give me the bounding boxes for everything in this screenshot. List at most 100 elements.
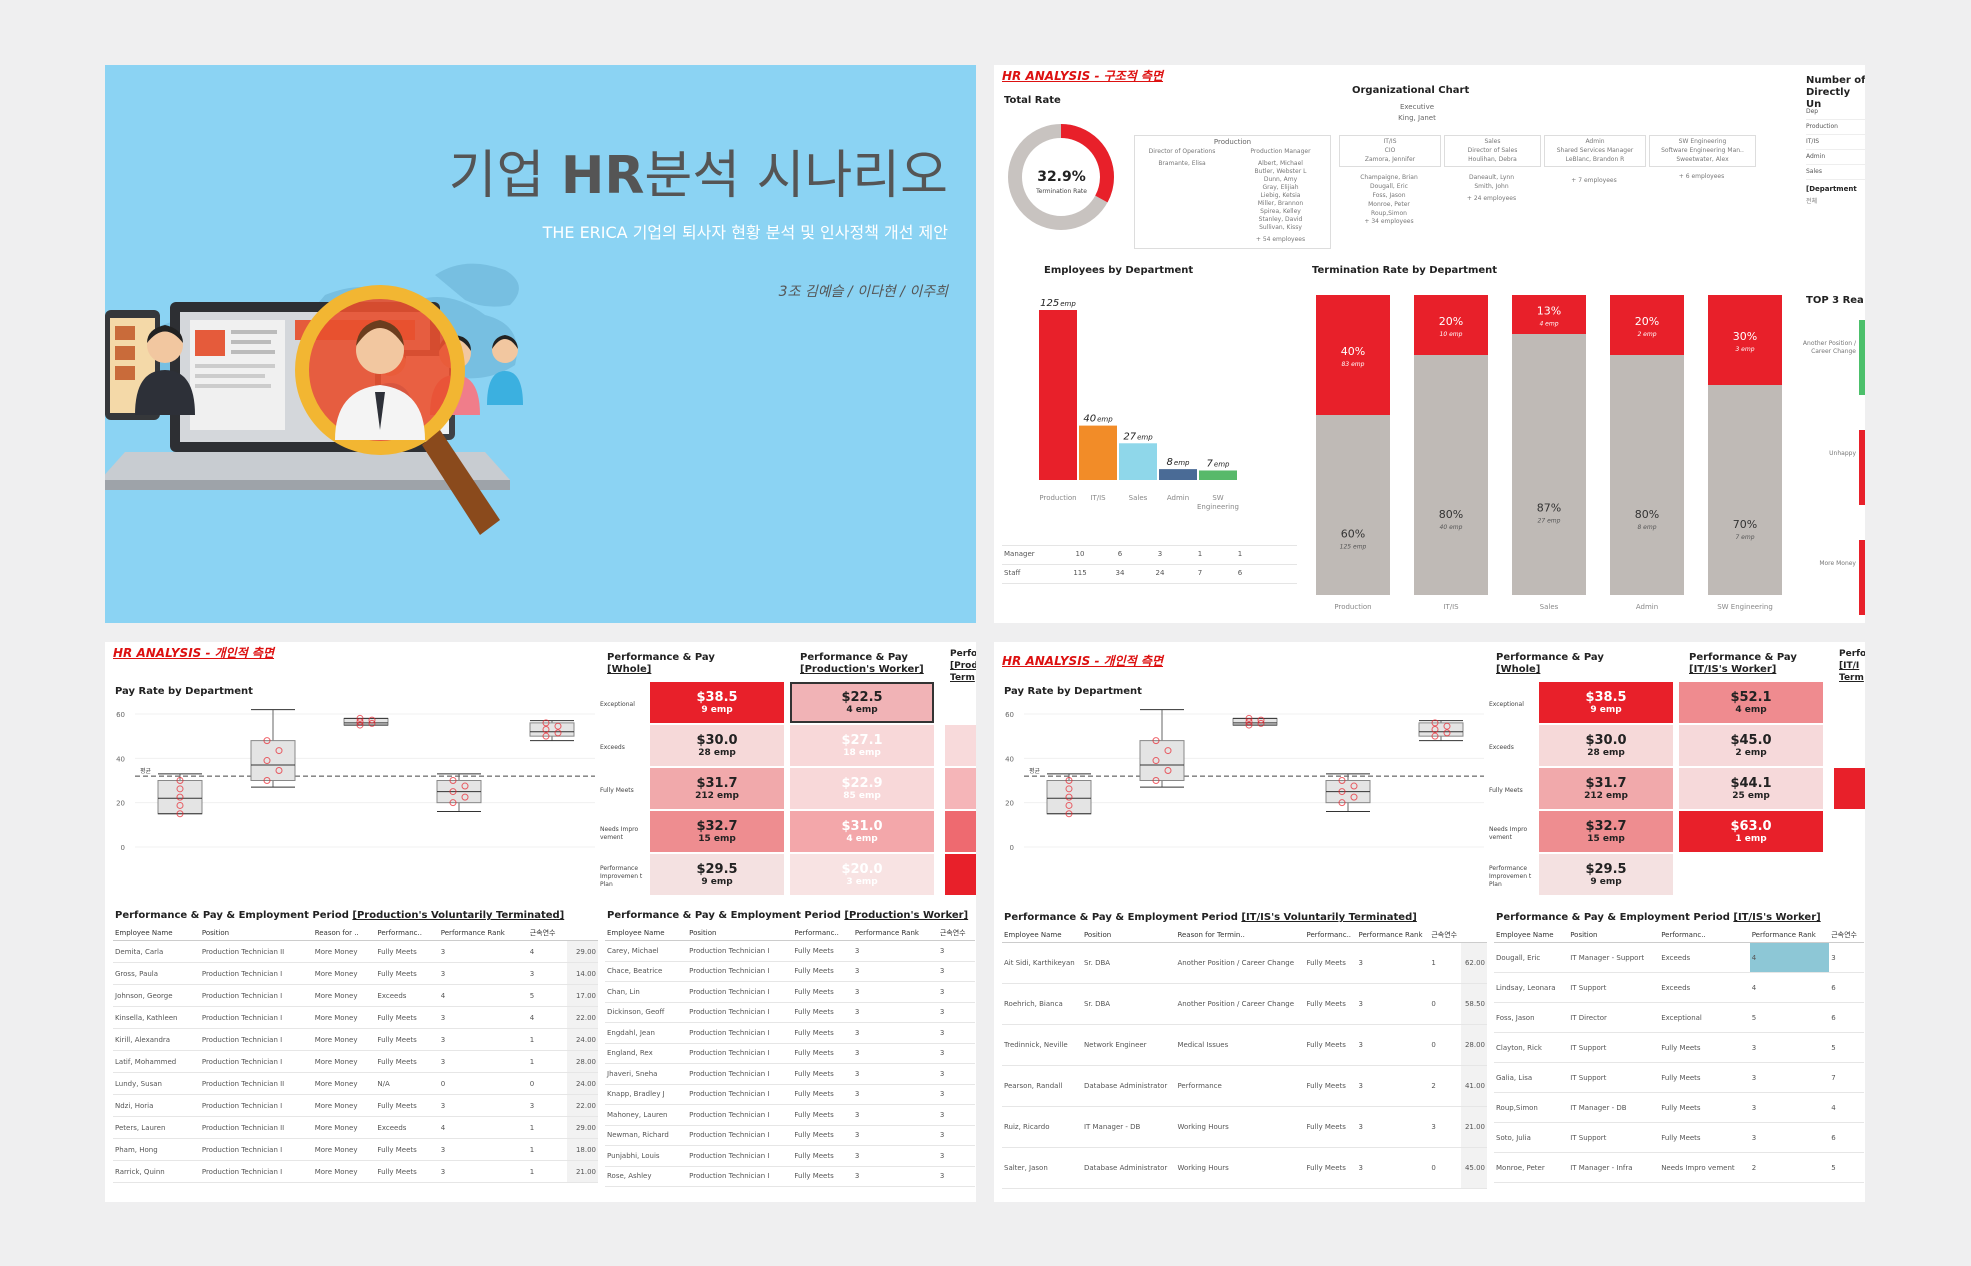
- table-header-cell[interactable]: Position: [199, 926, 313, 941]
- table-row[interactable]: Soto, Julia IT Support Fully Meets 3 6: [1494, 1122, 1864, 1153]
- org-admin-more[interactable]: + 7 employees: [1571, 177, 1617, 184]
- org-sw-box[interactable]: SW Engineering Software Engineering Man.…: [1649, 135, 1756, 167]
- table-row[interactable]: Engdahl, Jean Production Technician I Full…: [605, 1022, 975, 1044]
- table-header-cell[interactable]: 근속연수: [1429, 928, 1462, 943]
- table-row[interactable]: Tredinnick, Neville Network Engineer Medic…: [1002, 1024, 1487, 1066]
- table-header-cell[interactable]: Employee Name: [1002, 928, 1082, 943]
- table-row[interactable]: Newman, Richard Production Technician I Fu…: [605, 1125, 975, 1146]
- table-row[interactable]: Jhaveri, Sneha Production Technician I Ful…: [605, 1063, 975, 1085]
- table-header-cell[interactable]: Employee Name: [605, 926, 688, 941]
- authors: 3조 김예슬 / 이다현 / 이주희: [778, 284, 948, 300]
- table-voluntarily-terminated[interactable]: Employee Name Position Reason for .. Perfor…: [113, 926, 598, 1183]
- org-sales-box[interactable]: Sales Director of Sales Houlihan, Debra: [1444, 135, 1541, 167]
- stay-pct-label: 70%: [1733, 518, 1757, 531]
- slide-title[interactable]: 기업 HR분석 시나리오 THE ERICA 기업의 퇴사자 현황 분석 및 인…: [105, 65, 976, 623]
- table-cell: 0: [1429, 983, 1462, 1025]
- table-row[interactable]: Pham, Hong Production Technician I More Mo…: [113, 1138, 598, 1161]
- table-header-cell[interactable]: Performance Rank: [852, 926, 938, 941]
- table-row[interactable]: Kirill, Alexandra Production Technician I…: [113, 1028, 598, 1051]
- org-itis-more[interactable]: + 34 employees: [1364, 218, 1414, 225]
- table-header-cell[interactable]: 근속연수: [527, 926, 567, 941]
- org-cio: CIO: [1384, 147, 1396, 154]
- table-header-cell[interactable]: Performanc..: [1304, 928, 1357, 943]
- org-itis-box[interactable]: IT/IS CIO Zamora, Jennifer: [1339, 135, 1441, 167]
- org-admin-box[interactable]: Admin Shared Services Manager LeBlanc, B…: [1544, 135, 1646, 167]
- table-header-cell[interactable]: Reason for Termin..: [1175, 928, 1305, 943]
- table-header-cell[interactable]: Performance Rank: [1356, 928, 1430, 943]
- table-header-cell[interactable]: Performanc..: [1659, 928, 1750, 943]
- table-header-cell[interactable]: Performance Rank: [1749, 928, 1830, 943]
- org-sw-more[interactable]: + 6 employees: [1678, 173, 1725, 180]
- table-header-cell[interactable]: Employee Name: [113, 926, 200, 941]
- table-header-cell[interactable]: Position: [1081, 928, 1176, 943]
- table-cell: Fully Meets: [375, 1050, 439, 1073]
- table-row[interactable]: Mahoney, Lauren Production Technician I Fu…: [605, 1104, 975, 1126]
- table-row[interactable]: Lindsay, Leonara IT Support Exceeds 4 6: [1494, 972, 1864, 1003]
- table-header-cell[interactable]: Performanc..: [375, 926, 439, 941]
- dept-list-item[interactable]: Admin: [1806, 150, 1865, 165]
- table-row[interactable]: Monroe, Peter IT Manager - Infra Needs Imp…: [1494, 1152, 1864, 1183]
- table-cell: 3: [1356, 942, 1430, 984]
- table-header-cell[interactable]: [566, 926, 598, 941]
- org-sales-more[interactable]: + 24 employees: [1466, 195, 1517, 202]
- table-row[interactable]: Ruiz, Ricardo IT Manager - DB Working Hour…: [1002, 1106, 1487, 1148]
- table-row[interactable]: Demita, Carla Production Technician II Mor…: [113, 940, 598, 963]
- table-row[interactable]: Galia, Lisa IT Support Fully Meets 3 7: [1494, 1062, 1864, 1093]
- table-row[interactable]: Ait Sidi, Karthikeyan Sr. DBA Another Posi…: [1002, 942, 1487, 984]
- table-row[interactable]: Kinsella, Kathleen Production Technician …: [113, 1006, 598, 1029]
- perf-cut-title: Perfo [Prod Term: [950, 648, 976, 684]
- mgr-table-row: Staff 115 34 24 7 6: [1002, 564, 1297, 584]
- slide-structure[interactable]: HR ANALYSIS - 구조적 측면 Total Rate 32.9% Te…: [994, 65, 1865, 623]
- dept-list-item[interactable]: Production: [1806, 120, 1865, 135]
- table-row[interactable]: Roehrich, Bianca Sr. DBA Another Position …: [1002, 983, 1487, 1025]
- dept-list-item[interactable]: IT/IS: [1806, 135, 1865, 150]
- table-row[interactable]: Ndzi, Horia Production Technician I More M…: [113, 1094, 598, 1117]
- table-row[interactable]: Clayton, Rick IT Support Fully Meets 3 5: [1494, 1032, 1864, 1063]
- table-header-cell[interactable]: [1461, 928, 1487, 943]
- org-prod-more[interactable]: + 54 employees: [1255, 236, 1306, 243]
- table-cell: Knapp, Bradley J: [605, 1084, 688, 1105]
- table-row[interactable]: Dougall, Eric IT Manager - Support Exceeds…: [1494, 942, 1864, 973]
- table-row[interactable]: Gross, Paula Production Technician I More …: [113, 962, 598, 985]
- table-row[interactable]: Latif, Mohammed Production Technician I Mo…: [113, 1050, 598, 1073]
- dept-filter-value[interactable]: 전체: [1806, 198, 1818, 205]
- table-row[interactable]: Rarrick, Quinn Production Technician I Mor…: [113, 1160, 598, 1183]
- dept-list-item[interactable]: Sales: [1806, 165, 1865, 180]
- table-cell: More Money: [312, 984, 376, 1007]
- org-production-box[interactable]: Production Director of Operations Braman…: [1134, 135, 1331, 249]
- table-header-cell[interactable]: Performanc..: [792, 926, 853, 941]
- slide-individual-itis[interactable]: HR ANALYSIS - 개인적 측면 Pay Rate by Departm…: [994, 642, 1865, 1202]
- avg-label: 평균: [1029, 767, 1041, 775]
- table-row[interactable]: Lundy, Susan Production Technician II More…: [113, 1072, 598, 1095]
- table-header-cell[interactable]: 근속연수: [1829, 928, 1864, 943]
- table-row[interactable]: Foss, Jason IT Director Exceptional 5 6: [1494, 1002, 1864, 1033]
- table-row[interactable]: Pearson, Randall Database Administrator Pe…: [1002, 1065, 1487, 1107]
- table-row[interactable]: Peters, Lauren Production Technician II Mo…: [113, 1116, 598, 1139]
- table-worker[interactable]: Employee Name Position Performanc.. Perform…: [1494, 928, 1864, 1183]
- table-cell: Production Technician I: [687, 1043, 793, 1064]
- table-header-cell[interactable]: Employee Name: [1494, 928, 1569, 943]
- table-row[interactable]: Punjabhi, Louis Production Technician I Fu…: [605, 1145, 975, 1167]
- table-row[interactable]: Carey, Michael Production Technician I Ful…: [605, 940, 975, 962]
- table-header-cell[interactable]: Position: [1568, 928, 1660, 943]
- table-row[interactable]: Roup,Simon IT Manager - DB Fully Meets 3 4: [1494, 1092, 1864, 1123]
- slide-individual-production[interactable]: HR ANALYSIS - 개인적 측면 Pay Rate by Departm…: [105, 642, 976, 1202]
- table-header-cell[interactable]: Position: [687, 926, 793, 941]
- table-row[interactable]: Rose, Ashley Production Technician I Fully…: [605, 1166, 975, 1187]
- table-header-cell[interactable]: 근속연수: [937, 926, 975, 941]
- table-worker[interactable]: Employee Name Position Performanc.. Perform…: [605, 926, 975, 1187]
- table-header-cell[interactable]: Performance Rank: [438, 926, 528, 941]
- table-row[interactable]: Chan, Lin Production Technician I Fully Me…: [605, 981, 975, 1003]
- perf-worker-title-text: Performance & Pay: [800, 652, 908, 663]
- table-row[interactable]: Johnson, George Production Technician I Mo…: [113, 984, 598, 1007]
- table-row[interactable]: Salter, Jason Database Administrator Worki…: [1002, 1147, 1487, 1189]
- dept-list-item[interactable]: Dep: [1806, 105, 1865, 120]
- table-voluntarily-terminated[interactable]: Employee Name Position Reason for Termin..…: [1002, 928, 1487, 1189]
- table-row[interactable]: Chace, Beatrice Production Technician I Fu…: [605, 961, 975, 982]
- cell-value: $30.0: [696, 733, 738, 748]
- table-cell: 3: [852, 1063, 938, 1085]
- table-row[interactable]: England, Rex Production Technician I Fully…: [605, 1043, 975, 1064]
- table-header-cell[interactable]: Reason for ..: [312, 926, 376, 941]
